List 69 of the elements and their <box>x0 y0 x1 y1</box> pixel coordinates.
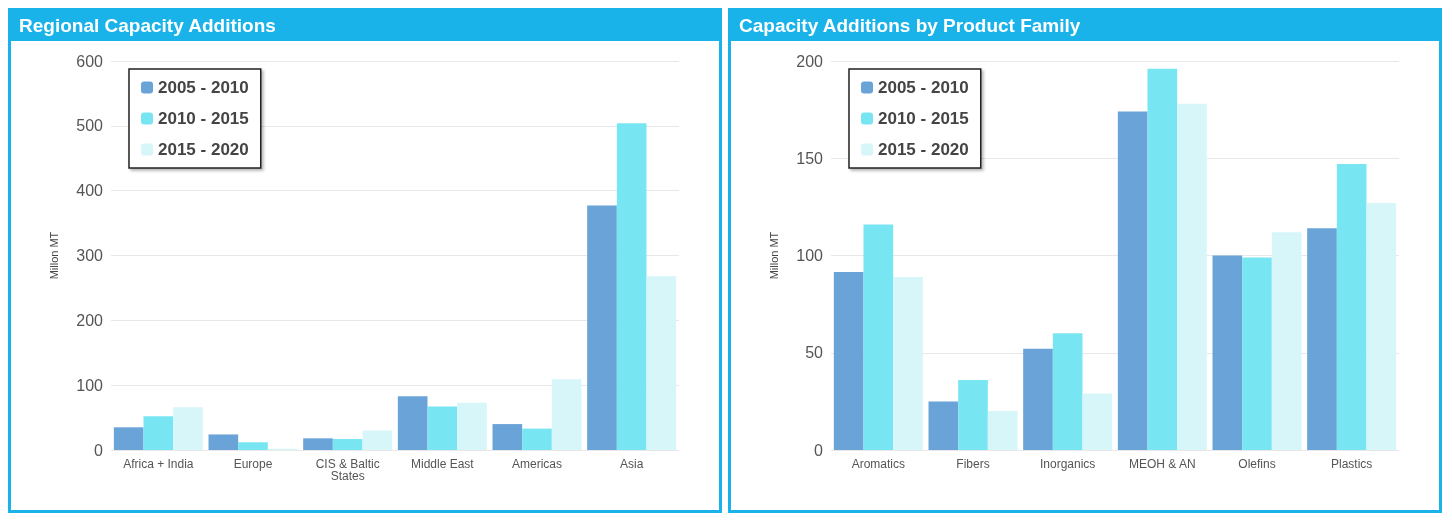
y-tick-label: 100 <box>796 247 824 264</box>
y-tick-label: 200 <box>796 52 824 70</box>
bar <box>1336 164 1367 450</box>
bar <box>173 407 203 450</box>
bar <box>1023 348 1053 450</box>
x-tick-label: Fibers <box>956 457 990 471</box>
x-tick-label: Inorganics <box>1039 457 1096 471</box>
bar <box>863 224 894 450</box>
bar <box>1212 255 1243 450</box>
x-tick-label: Africa + India <box>123 457 194 471</box>
legend-label: 2015 - 2020 <box>878 140 969 159</box>
bar <box>587 205 617 450</box>
bar <box>928 401 959 450</box>
x-tick-label: Middle East <box>410 457 475 471</box>
x-tick-label: CIS & Baltic States <box>315 457 380 483</box>
bar <box>551 379 582 450</box>
bar <box>362 430 393 450</box>
bar <box>616 123 647 450</box>
y-tick-label: 300 <box>76 247 104 264</box>
bar <box>427 406 458 450</box>
y-tick-label: 400 <box>76 182 104 200</box>
bar <box>332 438 363 450</box>
bar <box>522 428 552 450</box>
x-tick-label: Plastics <box>1330 457 1373 471</box>
bar <box>1242 257 1272 450</box>
y-tick-label: 150 <box>796 149 824 167</box>
bar <box>492 424 523 450</box>
x-tick-label: Europe <box>233 457 273 471</box>
legend-label: 2010 - 2015 <box>878 109 969 128</box>
bar <box>1117 111 1148 450</box>
bar <box>143 416 174 450</box>
y-tick-label: 600 <box>76 52 104 70</box>
bar <box>1147 68 1178 450</box>
x-tick-label: Olefins <box>1238 457 1276 471</box>
y-tick-label: 0 <box>94 441 104 459</box>
y-tick-label: 0 <box>814 441 824 459</box>
bar <box>1052 333 1083 450</box>
y-tick-label: 100 <box>76 376 104 394</box>
x-tick-label: MEOH & AN <box>1128 457 1196 471</box>
bar <box>893 276 923 450</box>
y-axis-title: Millon MT <box>47 231 60 280</box>
bar <box>1082 393 1113 450</box>
bar <box>1271 232 1302 450</box>
x-tick-label: Asia <box>619 457 644 471</box>
bar <box>1307 228 1337 450</box>
y-axis-title: Millon MT <box>767 231 780 280</box>
bar <box>1366 202 1397 450</box>
bar <box>113 427 144 450</box>
legend-label: 2015 - 2020 <box>158 140 249 159</box>
bar <box>833 272 864 450</box>
chart-title: Regional Capacity Additions <box>11 11 719 41</box>
legend-label: 2005 - 2010 <box>158 78 249 97</box>
y-tick-label: 50 <box>805 344 824 362</box>
bar <box>958 379 988 450</box>
bar <box>1177 103 1207 450</box>
bar <box>457 402 487 450</box>
bar <box>238 442 268 450</box>
x-tick-label: Aromatics <box>851 457 906 471</box>
y-tick-label: 500 <box>76 117 104 135</box>
bar <box>303 438 333 450</box>
x-tick-label: Americas <box>511 457 563 471</box>
legend-label: 2005 - 2010 <box>878 78 969 97</box>
y-tick-label: 200 <box>76 311 104 329</box>
bar <box>397 396 428 450</box>
chart-title: Capacity Additions by Product Family <box>731 11 1439 41</box>
bar <box>208 434 239 450</box>
bar <box>646 276 677 450</box>
bar <box>987 411 1018 450</box>
legend-label: 2010 - 2015 <box>158 109 249 128</box>
